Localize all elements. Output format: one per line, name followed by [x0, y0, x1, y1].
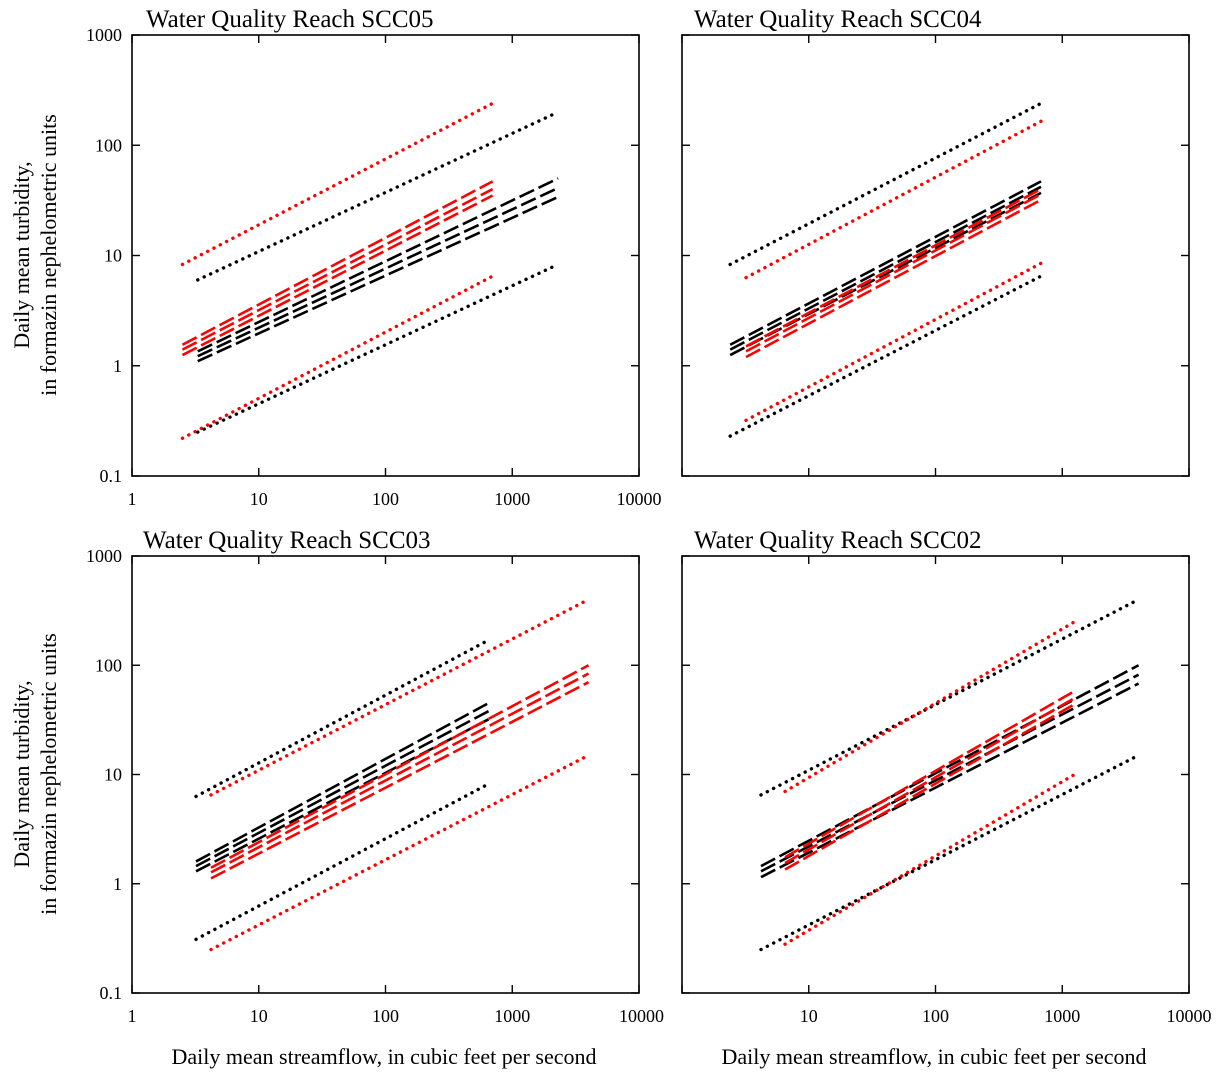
y-tick-label: 1	[113, 356, 122, 376]
x-tick-label: 1000	[494, 1006, 530, 1026]
prediction-interval-line	[744, 119, 1043, 280]
regression-line	[197, 186, 559, 358]
prediction-interval-line	[728, 274, 1043, 438]
panel-title: Water Quality Reach SCC04	[694, 6, 982, 33]
regression-line	[210, 664, 590, 869]
regression-line	[784, 689, 1076, 859]
prediction-interval-line	[759, 753, 1141, 952]
regression-line	[210, 672, 590, 874]
x-tick-label: 10000	[619, 1006, 664, 1026]
y-axis-label-line2: in formazin nephelometric units	[36, 633, 61, 915]
x-tick-label: 1000	[494, 489, 530, 509]
y-tick-label: 0.1	[100, 466, 123, 486]
regression-line	[197, 195, 559, 363]
prediction-interval-line	[180, 101, 495, 267]
regression-line	[760, 664, 1140, 868]
prediction-interval-line	[728, 101, 1043, 267]
prediction-interval-line	[759, 597, 1141, 797]
regression-line	[745, 198, 1042, 359]
panel-scc04: Water Quality Reach SCC04	[681, 6, 1190, 477]
x-tick-label: 100	[372, 1006, 399, 1026]
regression-line	[745, 187, 1042, 348]
regression-line	[197, 177, 559, 353]
y-tick-label: 1000	[86, 546, 122, 566]
regression-line	[745, 193, 1042, 353]
prediction-interval-line	[194, 638, 491, 799]
prediction-interval-line	[783, 620, 1077, 794]
y-tick-label: 10	[104, 765, 122, 785]
regression-line	[210, 681, 590, 880]
panel-scc03: Water Quality Reach SCC03 0.111010010001…	[86, 527, 664, 1026]
regression-line	[729, 185, 1042, 351]
x-tick-label: 100	[922, 1006, 949, 1026]
x-axis-label: Daily mean streamflow, in cubic feet per…	[722, 1044, 1147, 1069]
panel-scc02: Water Quality Reach SCC02 10 100 1000 10000	[681, 527, 1212, 1026]
regression-line	[784, 703, 1076, 871]
x-axis-label: Daily mean streamflow, in cubic feet per…	[172, 1044, 597, 1069]
tick-group	[681, 34, 1190, 477]
series-group	[180, 101, 560, 440]
regression-line	[181, 194, 494, 357]
plot-area	[131, 34, 640, 477]
prediction-interval-line	[194, 782, 491, 942]
series-group	[759, 597, 1141, 952]
prediction-interval-line	[180, 274, 495, 440]
prediction-interval-line	[196, 262, 560, 434]
series-group	[728, 101, 1043, 438]
panel-title: Water Quality Reach SCC02	[694, 527, 982, 554]
y-tick-label: 100	[95, 135, 122, 155]
y-axis-label-line1: Daily mean turbidity,	[9, 680, 34, 867]
y-tick-label: 0.1	[100, 983, 123, 1003]
y-tick-label: 1000	[86, 25, 122, 45]
series-group	[194, 597, 591, 952]
y-tick-label: 1	[113, 874, 122, 894]
x-tick-label: 10000	[1167, 1006, 1212, 1026]
regression-line	[729, 191, 1042, 357]
tick-group: 10 100 1000 10000	[681, 555, 1212, 1026]
regression-line	[195, 701, 490, 863]
x-tick-label: 10	[250, 489, 268, 509]
prediction-interval-line	[744, 261, 1043, 423]
regression-line	[195, 710, 490, 868]
panel-scc05: Water Quality Reach SCC05 0.111010010001…	[86, 6, 662, 509]
x-tick-label: 1	[128, 1006, 137, 1026]
panel-title: Water Quality Reach SCC03	[143, 527, 431, 554]
regression-line	[181, 187, 494, 351]
y-axis-label-line2: in formazin nephelometric units	[36, 114, 61, 396]
prediction-interval-line	[196, 110, 560, 282]
regression-line	[181, 180, 494, 346]
x-tick-label: 10	[250, 1006, 268, 1026]
x-tick-label: 100	[372, 489, 399, 509]
regression-line	[784, 697, 1076, 865]
prediction-interval-line	[209, 597, 591, 797]
prediction-interval-line	[783, 772, 1077, 946]
x-tick-label: 1	[128, 489, 137, 509]
x-tick-label: 10000	[617, 489, 662, 509]
y-tick-label: 10	[104, 246, 122, 266]
x-tick-label: 10	[800, 1006, 818, 1026]
x-tick-label: 1000	[1044, 1006, 1080, 1026]
y-axis-label-line1: Daily mean turbidity,	[9, 161, 34, 348]
panel-title: Water Quality Reach SCC05	[146, 6, 434, 33]
regression-line	[760, 673, 1140, 873]
regression-line	[729, 180, 1042, 346]
regression-line	[760, 682, 1140, 879]
prediction-interval-line	[209, 753, 591, 952]
y-tick-label: 100	[95, 655, 122, 675]
